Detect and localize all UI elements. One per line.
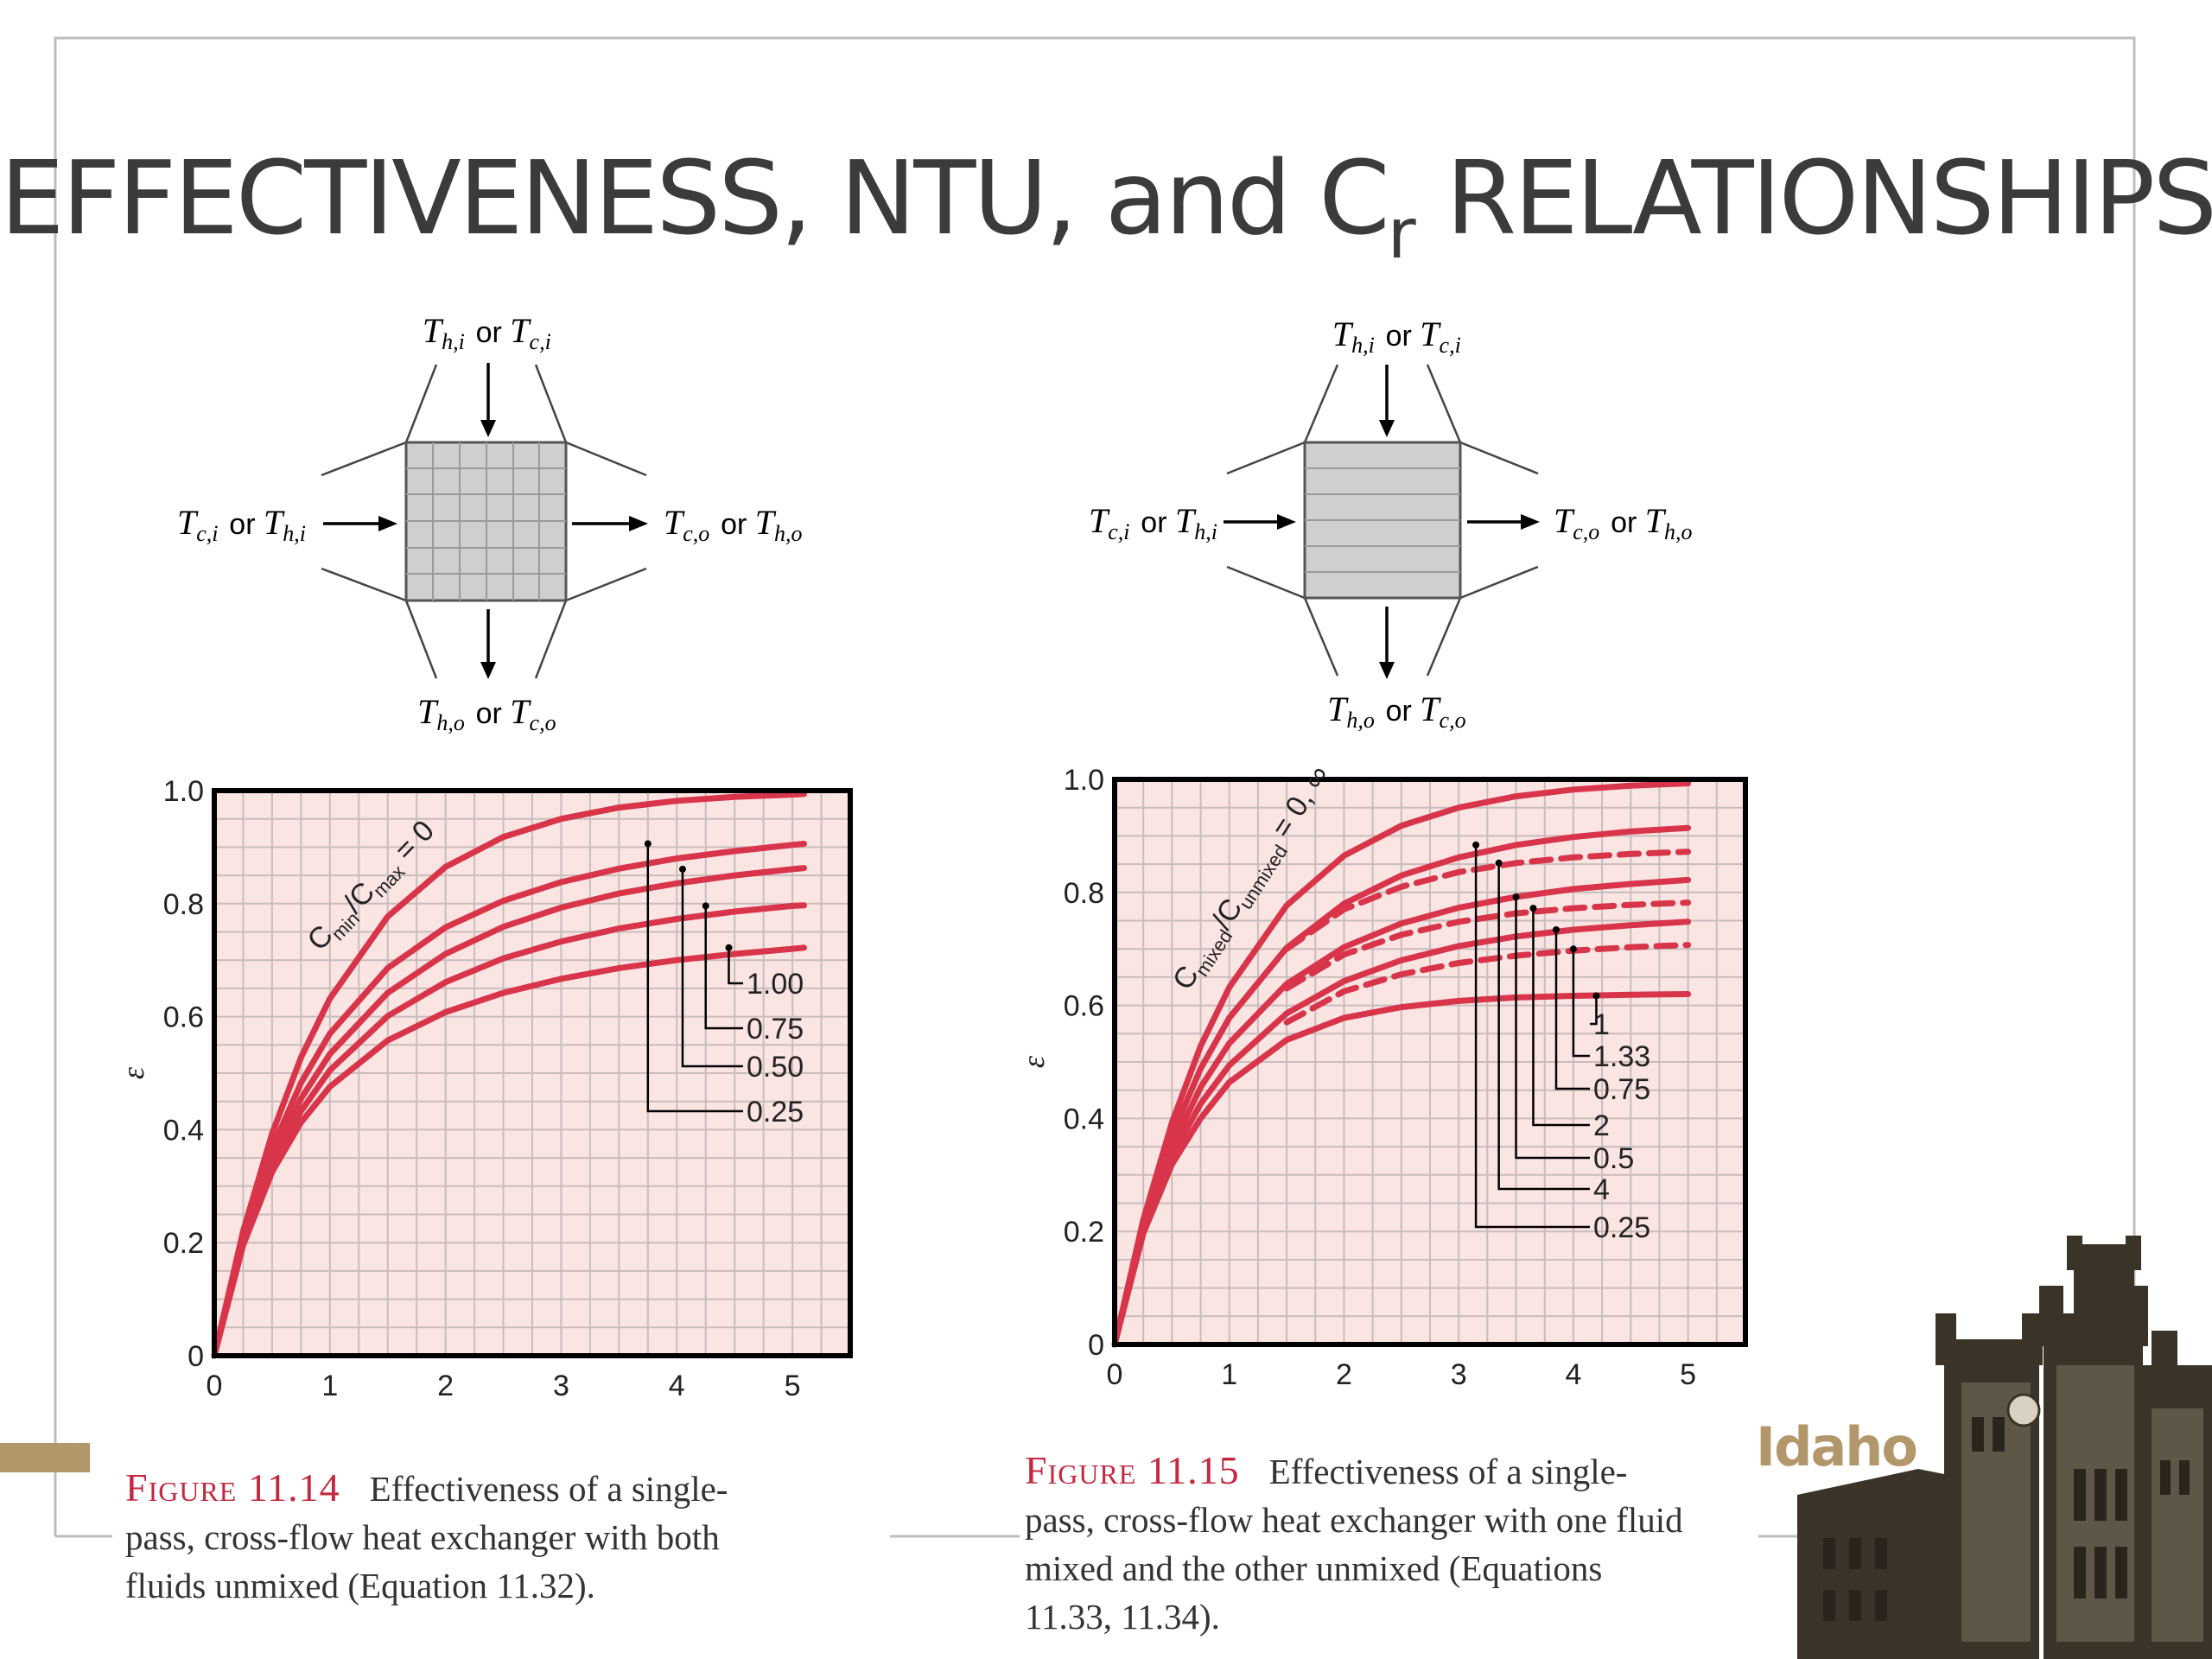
- series-line-0.50: [211, 865, 807, 1359]
- leader-line: [1590, 995, 1598, 1026]
- label-left: Tc,i or Th,i: [177, 503, 308, 546]
- slide-title: EFFECTIVENESS, NTU, and Cr RELATIONSHIPS: [0, 138, 2212, 274]
- label-bottom: Th,o or Tc,o: [1327, 690, 1469, 733]
- x-tick-label: 0: [1107, 1358, 1123, 1391]
- series-line-0.5: [1111, 876, 1692, 1348]
- plot-border: [1112, 777, 1748, 1347]
- leader-dot: [1569, 945, 1577, 953]
- caption-figure-11-14: Figure 11.14 Effectiveness of a single- p…: [125, 1465, 728, 1605]
- y-tick-label: 0: [1088, 1329, 1104, 1362]
- label-top: Th,i or Tc,i: [423, 311, 554, 354]
- label-right: Tc,o or Th,o: [664, 503, 805, 546]
- plot-border: [212, 788, 853, 1358]
- accent-bar: [0, 1443, 90, 1472]
- series-line-0.25: [211, 841, 807, 1359]
- label-right: Tc,o or Th,o: [1554, 501, 1695, 544]
- y-tick-label: 0.4: [1064, 1103, 1104, 1135]
- x-tick-label: 2: [1336, 1358, 1352, 1391]
- leader-line: [728, 947, 743, 985]
- chart-figure-11-15: 01234500.20.40.60.81.0NTUεCmixed/Cunmixe…: [1016, 760, 1748, 1391]
- curve-value-label: 0.25: [1593, 1211, 1650, 1244]
- series-line-0.25: [1111, 824, 1692, 1348]
- series-line-0.75: [211, 902, 807, 1359]
- series-line-1.00: [211, 944, 807, 1359]
- y-tick-label: 0.4: [163, 1114, 204, 1147]
- leader-dot: [1592, 992, 1600, 1000]
- x-tick-label: 1: [1221, 1358, 1237, 1391]
- caption-heading: Figure 11.15: [1025, 1448, 1240, 1492]
- label-left: Tc,i or Th,i: [1089, 501, 1220, 544]
- leader-dot: [1495, 859, 1503, 867]
- x-tick-label: 3: [1451, 1358, 1467, 1391]
- caption-figure-11-15: Figure 11.15 Effectiveness of a single- p…: [1025, 1448, 1683, 1637]
- leader-dot: [1553, 925, 1560, 933]
- curve-value-label: 0.5: [1593, 1142, 1634, 1175]
- curve-value-label: 1.00: [747, 968, 804, 1001]
- x-tick-label: 5: [1680, 1358, 1696, 1391]
- x-tick-label: 5: [785, 1370, 801, 1400]
- curve-value-label: 1: [1593, 1008, 1610, 1041]
- curve-value-label: 0.75: [747, 1013, 804, 1046]
- leader-line: [1532, 908, 1590, 1127]
- y-tick-label: 0.8: [1064, 877, 1104, 910]
- curve-value-label: 0.75: [1593, 1073, 1650, 1106]
- leader-line: [1474, 844, 1590, 1229]
- y-axis-label: ε: [1016, 1055, 1051, 1068]
- university-building-image: [1797, 1236, 2212, 1659]
- y-tick-label: 0.2: [1064, 1216, 1104, 1249]
- curve-value-label: 2: [1593, 1109, 1610, 1142]
- x-tick-label: 4: [669, 1370, 685, 1400]
- y-tick-label: 0.2: [163, 1227, 204, 1260]
- y-tick-label: 1.0: [1064, 764, 1104, 797]
- leader-line: [681, 868, 743, 1068]
- y-tick-label: 0.6: [1064, 990, 1104, 1023]
- crossflow-diagram-one-mixed: Th,i or Tc,i Tc,i or Th,i Tc,o or Th,o T…: [1089, 315, 1695, 733]
- curve-value-label: 0.50: [747, 1051, 804, 1084]
- series-line-0: [211, 791, 807, 1359]
- leader-line: [1497, 862, 1590, 1191]
- x-tick-label: 1: [321, 1370, 338, 1400]
- x-tick-label: 2: [437, 1370, 454, 1400]
- curve-value-label: 4: [1593, 1173, 1610, 1206]
- series-line-2: [1283, 899, 1692, 992]
- series-line-4: [1283, 849, 1692, 952]
- label-top: Th,i or Tc,i: [1332, 315, 1464, 358]
- leader-line: [646, 843, 743, 1113]
- caption-heading: Figure 11.14: [125, 1465, 340, 1510]
- series-line-0: [1111, 780, 1692, 1348]
- leader-line: [704, 906, 743, 1030]
- y-axis-label: ε: [116, 1066, 150, 1079]
- curve-value-label: 1.33: [1593, 1040, 1650, 1073]
- x-tick-label: 0: [207, 1370, 223, 1400]
- leader-line: [1554, 929, 1590, 1090]
- y-tick-label: 1.0: [163, 775, 204, 808]
- leader-line: [1572, 949, 1590, 1058]
- curve-value-label: 0.25: [747, 1096, 804, 1128]
- x-tick-label: 4: [1565, 1358, 1581, 1391]
- x-tick-label: 3: [553, 1370, 569, 1400]
- series-line-1.33: [1283, 942, 1692, 1026]
- leader-line: [1515, 897, 1590, 1160]
- y-tick-label: 0.8: [163, 888, 204, 921]
- idaho-logo-text: Idaho: [1756, 1415, 1918, 1478]
- crossflow-diagram-both-unmixed: Th,i or Tc,i Tc,i or Th,i Tc,o or Th,o T…: [177, 311, 805, 735]
- label-bottom: Th,o or Tc,o: [417, 692, 559, 735]
- series-line-0.75: [1111, 918, 1692, 1348]
- y-tick-label: 0.6: [163, 1001, 204, 1034]
- y-tick-label: 0: [188, 1340, 204, 1373]
- leader-dot: [1512, 893, 1520, 901]
